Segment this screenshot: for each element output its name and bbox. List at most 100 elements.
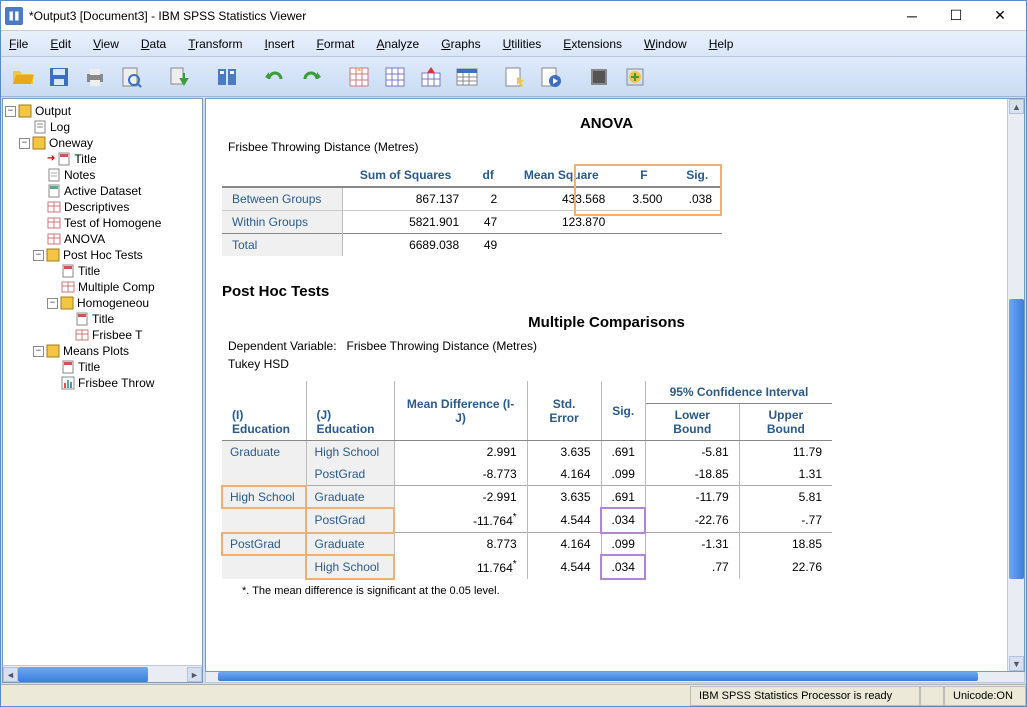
close-button[interactable]: ✕	[978, 2, 1022, 30]
col-ci: 95% Confidence Interval	[645, 381, 832, 404]
outline-hscrollbar[interactable]: ◄ ►	[3, 665, 202, 682]
menu-window[interactable]: Window	[644, 37, 687, 51]
content-hscrollbar[interactable]	[205, 672, 1025, 683]
tree-item[interactable]: Notes	[5, 167, 200, 183]
tree-label: Title	[92, 311, 114, 327]
tree-item[interactable]: Descriptives	[5, 199, 200, 215]
menu-data[interactable]: Data	[141, 37, 166, 51]
cell-f	[615, 211, 672, 234]
menu-extensions[interactable]: Extensions	[563, 37, 622, 51]
toolbar	[1, 57, 1026, 97]
cell-ss: 6689.038	[342, 234, 469, 257]
cell-j: High School	[306, 555, 394, 579]
menu-insert[interactable]: Insert	[264, 37, 294, 51]
tree-toggle-icon[interactable]: −	[19, 138, 30, 149]
scroll-thumb[interactable]	[18, 667, 148, 682]
print-preview-button[interactable]	[115, 61, 147, 93]
cell-ub: 18.85	[739, 533, 832, 556]
cell-ss: 867.137	[342, 187, 469, 211]
col-se: Std. Error	[527, 381, 601, 441]
maximize-button[interactable]: ☐	[934, 2, 978, 30]
run-button[interactable]	[535, 61, 567, 93]
designate-button[interactable]	[583, 61, 615, 93]
select-cases-button[interactable]	[499, 61, 531, 93]
goto-data-button[interactable]	[343, 61, 375, 93]
grp-icon	[46, 248, 60, 262]
tree-item[interactable]: Test of Homogene	[5, 215, 200, 231]
multiple-comparisons-table: (I) Education (J) Education Mean Differe…	[222, 381, 832, 579]
tree-item[interactable]: Active Dataset	[5, 183, 200, 199]
print-button[interactable]	[79, 61, 111, 93]
menu-format[interactable]: Format	[317, 37, 355, 51]
open-button[interactable]	[7, 61, 39, 93]
tree-item[interactable]: Frisbee T	[5, 327, 200, 343]
tree-item[interactable]: Title	[5, 263, 200, 279]
tree-item[interactable]: ➔Title	[5, 151, 200, 167]
create-button[interactable]	[619, 61, 651, 93]
col-lb: Lower Bound	[645, 404, 739, 441]
tree-item[interactable]: −Means Plots	[5, 343, 200, 359]
tree-item[interactable]: Multiple Comp	[5, 279, 200, 295]
menu-transform[interactable]: Transform	[188, 37, 242, 51]
tree-item[interactable]: Log	[5, 119, 200, 135]
cell-i: High School	[222, 486, 306, 509]
scroll-thumb[interactable]	[1009, 299, 1024, 579]
goto-case-button[interactable]	[379, 61, 411, 93]
tree-item[interactable]: −Homogeneou	[5, 295, 200, 311]
scroll-right-icon[interactable]: ►	[187, 667, 202, 682]
tree-item[interactable]: − Post Hoc Tests	[5, 247, 200, 263]
cell-sig: .034	[601, 555, 645, 579]
tree-toggle-icon[interactable]: −	[47, 298, 58, 309]
col-sig: Sig.	[601, 381, 645, 441]
menu-file[interactable]: File	[9, 37, 28, 51]
cell-sig: .038	[672, 187, 722, 211]
tree-item[interactable]: Title	[5, 311, 200, 327]
menu-analyze[interactable]: Analyze	[377, 37, 420, 51]
cell-ub: 1.31	[739, 463, 832, 486]
minimize-button[interactable]: ─	[890, 2, 934, 30]
footnote: *. The mean difference is significant at…	[242, 585, 991, 597]
menu-view[interactable]: View	[93, 37, 119, 51]
recall-dialog-button[interactable]	[211, 61, 243, 93]
cell-i: Graduate	[222, 441, 306, 464]
table-row: High School11.764*4.544.034.7722.76	[222, 555, 832, 579]
variables-button[interactable]	[451, 61, 483, 93]
cell-sig: .691	[601, 441, 645, 464]
goto-variable-button[interactable]	[415, 61, 447, 93]
tree-toggle-icon[interactable]: −	[33, 346, 44, 357]
outline-tree[interactable]: −OutputLog−Oneway➔TitleNotesActive Datas…	[3, 99, 202, 665]
redo-button[interactable]	[295, 61, 327, 93]
cell-lb: -22.76	[645, 508, 739, 533]
menu-graphs[interactable]: Graphs	[441, 37, 480, 51]
cell-j: Graduate	[306, 486, 394, 509]
table-row: PostGrad-8.7734.164.099-18.851.31	[222, 463, 832, 486]
tree-item[interactable]: Frisbee Throw	[5, 375, 200, 391]
table-row: Total6689.03849	[222, 234, 722, 257]
export-button[interactable]	[163, 61, 195, 93]
cell-sig	[672, 211, 722, 234]
titlebar: *Output3 [Document3] - IBM SPSS Statisti…	[1, 1, 1026, 31]
scroll-down-icon[interactable]: ▼	[1009, 656, 1024, 671]
tree-item[interactable]: −Output	[5, 103, 200, 119]
app-icon	[5, 7, 23, 25]
tree-toggle-icon[interactable]: −	[5, 106, 16, 117]
tree-label: Active Dataset	[64, 183, 141, 199]
tree-item[interactable]: Title	[5, 359, 200, 375]
tree-label: Post Hoc Tests	[63, 247, 143, 263]
statusbar: IBM SPSS Statistics Processor is ready U…	[1, 684, 1026, 706]
menu-utilities[interactable]: Utilities	[503, 37, 542, 51]
scroll-left-icon[interactable]: ◄	[3, 667, 18, 682]
scroll-up-icon[interactable]: ▲	[1009, 99, 1024, 114]
tree-toggle-icon[interactable]: −	[33, 250, 44, 261]
menu-edit[interactable]: Edit	[50, 37, 71, 51]
tree-item[interactable]: ANOVA	[5, 231, 200, 247]
content-vscrollbar[interactable]: ▲ ▼	[1007, 99, 1024, 671]
undo-button[interactable]	[259, 61, 291, 93]
menu-help[interactable]: Help	[709, 37, 734, 51]
save-button[interactable]	[43, 61, 75, 93]
cell-ms	[507, 234, 615, 257]
tree-item[interactable]: −Oneway	[5, 135, 200, 151]
col-j: (J) Education	[306, 381, 394, 441]
cell-md: 8.773	[394, 533, 527, 556]
scroll-thumb[interactable]	[218, 672, 978, 681]
